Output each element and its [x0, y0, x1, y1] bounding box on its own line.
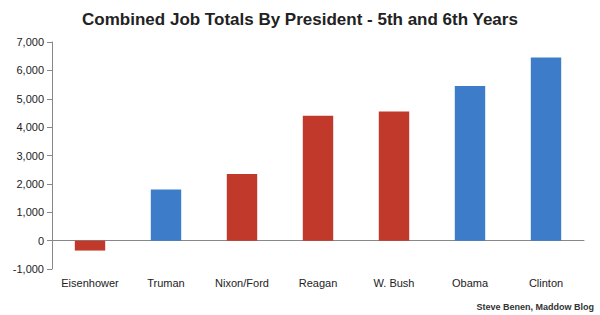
svg-text:Clinton: Clinton [529, 277, 563, 289]
svg-text:3,000: 3,000 [16, 150, 44, 162]
svg-text:Nixon/Ford: Nixon/Ford [215, 277, 269, 289]
svg-text:Truman: Truman [147, 277, 185, 289]
svg-text:2,000: 2,000 [16, 178, 44, 190]
svg-text:Eisenhower: Eisenhower [61, 277, 119, 289]
svg-text:7,000: 7,000 [16, 36, 44, 48]
svg-text:W. Bush: W. Bush [374, 277, 415, 289]
svg-text:Obama: Obama [452, 277, 489, 289]
svg-text:6,000: 6,000 [16, 64, 44, 76]
svg-text:Combined Job Totals By Preside: Combined Job Totals By President - 5th a… [82, 10, 518, 29]
svg-text:0: 0 [38, 235, 44, 247]
svg-text:Steve Benen, Maddow Blog: Steve Benen, Maddow Blog [476, 302, 594, 312]
svg-text:Reagan: Reagan [299, 277, 338, 289]
svg-text:1,000: 1,000 [16, 206, 44, 218]
svg-text:4,000: 4,000 [16, 121, 44, 133]
svg-text:5,000: 5,000 [16, 93, 44, 105]
svg-text:-1,000: -1,000 [13, 263, 44, 275]
